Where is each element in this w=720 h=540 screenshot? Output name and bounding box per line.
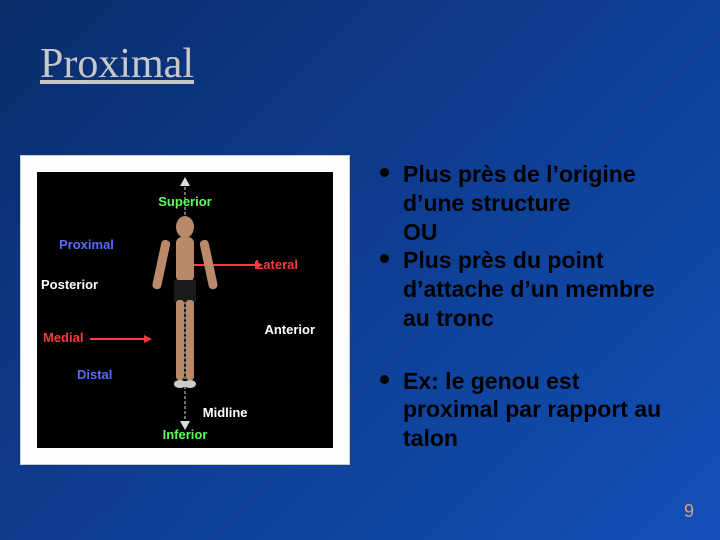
label-midline: Midline <box>203 405 248 420</box>
figure-canvas: Superior Inferior Proximal Distal Poster… <box>37 172 333 448</box>
human-body-icon <box>150 212 220 412</box>
bullet-text: Plus près de l’origine d’une structure <box>403 160 680 218</box>
bullet-group-1: Plus près de l’origine d’une structure O… <box>380 160 680 333</box>
label-superior: Superior <box>158 194 211 209</box>
label-lateral: Lateral <box>255 257 298 272</box>
label-inferior: Inferior <box>163 427 208 442</box>
label-medial: Medial <box>43 330 83 345</box>
bullet-subline: OU <box>403 218 680 247</box>
page-number: 9 <box>684 501 694 522</box>
slide-title: Proximal <box>40 40 194 88</box>
bullet-content: Plus près de l’origine d’une structure O… <box>380 160 680 487</box>
bullet-item: Plus près du point d’attache d’un membre… <box>380 246 680 332</box>
bullet-dot-icon <box>380 375 389 384</box>
bullet-dot-icon <box>380 254 389 263</box>
arrow-medial-icon <box>90 338 150 340</box>
bullet-dot-icon <box>380 168 389 177</box>
bullet-text: Ex: le genou est proximal par rapport au… <box>403 367 680 453</box>
bullet-item: Ex: le genou est proximal par rapport au… <box>380 367 680 453</box>
arrow-superior-icon <box>180 177 190 186</box>
bullet-group-2: Ex: le genou est proximal par rapport au… <box>380 367 680 453</box>
label-anterior: Anterior <box>264 322 315 337</box>
bullet-text: Plus près du point d’attache d’un membre… <box>403 246 680 332</box>
label-proximal: Proximal <box>59 237 114 252</box>
label-posterior: Posterior <box>41 277 98 292</box>
label-distal: Distal <box>77 367 112 382</box>
anatomy-figure: Superior Inferior Proximal Distal Poster… <box>20 155 350 465</box>
bullet-item: Plus près de l’origine d’une structure <box>380 160 680 218</box>
